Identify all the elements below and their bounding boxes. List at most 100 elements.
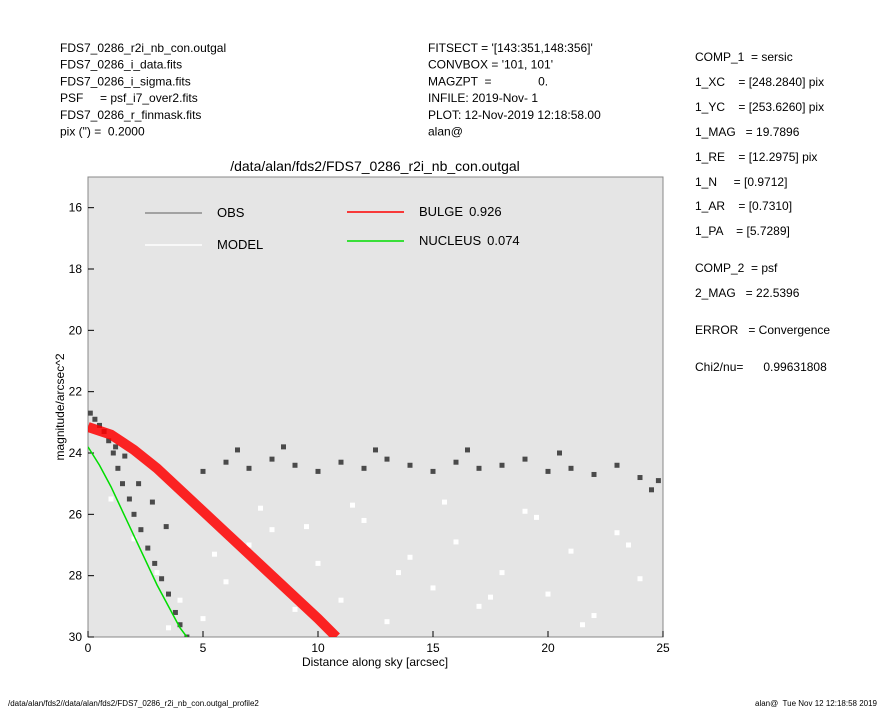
legend-label: OBS (217, 205, 245, 220)
legend-label: MODEL (217, 237, 263, 252)
data-point (110, 450, 116, 456)
x-tick-label: 20 (541, 641, 555, 655)
data-point (149, 499, 155, 505)
data-point (476, 603, 482, 609)
legend-fraction: 0.074 (487, 233, 520, 248)
data-point (92, 416, 98, 422)
header-middle-line: alan@ (428, 125, 463, 139)
y-tick-label: 30 (69, 630, 83, 644)
data-point (373, 447, 378, 453)
header-left-line: FDS7_0286_i_sigma.fits (60, 74, 191, 88)
data-point (292, 462, 298, 468)
data-point (246, 542, 252, 548)
data-point (177, 622, 183, 628)
data-point (361, 517, 367, 523)
data-point (637, 475, 643, 481)
model-line (88, 422, 340, 637)
data-point (281, 444, 286, 450)
data-point (115, 465, 121, 471)
data-point (568, 548, 574, 554)
data-point (649, 487, 654, 493)
data-point (557, 450, 562, 456)
header-right-line: 1_AR = [0.7310] (695, 199, 792, 213)
data-point (465, 447, 470, 453)
header-right-line: 1_XC = [248.2840] pix (695, 75, 824, 89)
data-point (131, 536, 137, 542)
data-point (499, 462, 505, 468)
header-right-line: 1_PA = [5.7289] (695, 224, 790, 238)
y-tick-label: 22 (69, 385, 83, 399)
header-left-line: PSF = psf_i7_over2.fits (60, 91, 198, 105)
data-point (315, 468, 321, 474)
header-right-line: Chi2/nu= 0.99631808 (695, 360, 827, 374)
data-point (315, 560, 321, 566)
x-tick-label: 5 (200, 641, 207, 655)
x-axis-label: Distance along sky [arcsec] (302, 655, 448, 669)
x-tick-label: 25 (656, 641, 670, 655)
data-point (534, 514, 539, 520)
x-tick-label: 0 (85, 641, 92, 655)
data-point (145, 545, 151, 551)
data-point (200, 468, 206, 474)
data-point (113, 444, 119, 450)
data-point (136, 481, 142, 487)
data-point (580, 622, 585, 628)
data-point (488, 594, 493, 600)
data-point (545, 591, 551, 597)
header-right-line: 1_RE = [12.2975] pix (695, 150, 817, 164)
y-tick-label: 26 (69, 507, 83, 521)
data-point (152, 560, 158, 566)
data-point (591, 471, 597, 477)
data-point (453, 539, 459, 545)
data-point (655, 478, 661, 484)
header-middle-line: CONVBOX = '101, 101' (428, 58, 553, 72)
data-point (200, 616, 206, 622)
data-point (131, 511, 137, 517)
data-point (568, 465, 574, 471)
header-right-line: ERROR = Convergence (695, 323, 830, 337)
data-point (637, 576, 643, 582)
data-point (453, 459, 459, 465)
data-point (97, 422, 102, 428)
chart-title: /data/alan/fds2/FDS7_0286_r2i_nb_con.out… (230, 158, 520, 174)
header-middle-line: MAGZPT = 0. (428, 74, 548, 88)
data-point (442, 499, 447, 505)
legend-label: NUCLEUS (419, 233, 481, 248)
header-left-line: FDS7_0286_r2i_nb_con.outgal (60, 41, 226, 55)
plot-area (87, 176, 664, 638)
header-right-line: COMP_2 = psf (695, 261, 778, 275)
header-right-line: 1_YC = [253.6260] pix (695, 100, 824, 114)
data-point (258, 505, 263, 511)
data-point (338, 459, 344, 465)
data-point (154, 570, 160, 576)
header-middle-line: PLOT: 12-Nov-2019 12:18:58.00 (428, 108, 601, 122)
data-point (407, 554, 413, 560)
data-point (430, 468, 436, 474)
data-point (163, 524, 169, 530)
model-line (88, 446, 188, 637)
data-point (545, 468, 551, 474)
data-point (476, 465, 482, 471)
data-point (120, 481, 125, 487)
data-point (384, 619, 390, 625)
data-point (338, 597, 344, 603)
data-point (88, 410, 93, 416)
data-point (430, 585, 436, 591)
header-left-line: pix (") = 0.2000 (60, 125, 145, 139)
header-middle-line: FITSECT = '[143:351,148:356]' (428, 41, 593, 55)
header-right-line: 1_MAG = 19.7896 (695, 125, 800, 139)
y-tick-label: 20 (69, 323, 83, 337)
data-point (223, 459, 229, 465)
header-right-line: COMP_1 = sersic (695, 50, 793, 64)
footer-right: alan@ Tue Nov 12 12:18:58 2019 (755, 699, 878, 708)
data-point (246, 465, 252, 471)
data-point (177, 597, 183, 603)
y-axis-label: magnitude/arcsec^2 (53, 353, 67, 460)
header-middle-line: INFILE: 2019-Nov- 1 (428, 91, 538, 105)
data-point (614, 462, 620, 468)
data-point (269, 527, 275, 533)
y-tick-label: 18 (69, 262, 83, 276)
data-point (122, 453, 128, 459)
data-point (407, 462, 413, 468)
header-left-line: FDS7_0286_r_finmask.fits (60, 108, 201, 122)
